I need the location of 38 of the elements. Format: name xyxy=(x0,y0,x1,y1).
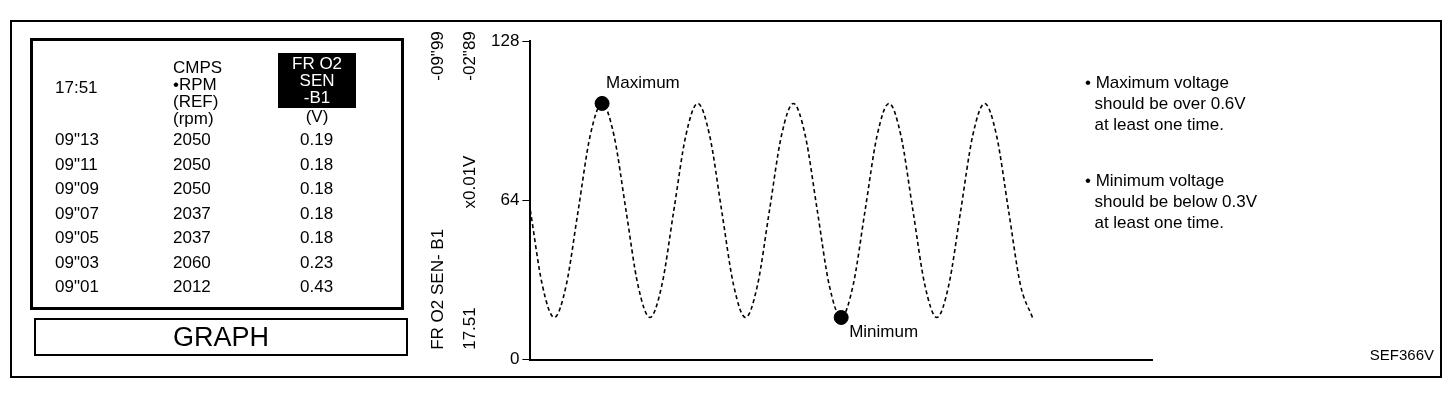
data-label: Maximum xyxy=(606,72,680,92)
text: 2050 xyxy=(173,130,211,149)
text: 0.19 xyxy=(300,130,334,149)
text: SEF366V xyxy=(1369,345,1434,365)
text: 0.18 xyxy=(300,228,334,247)
text: 09"09 xyxy=(55,179,99,198)
text: 0.18 xyxy=(300,179,334,198)
text: 2037 xyxy=(173,228,211,247)
text: 09"11 xyxy=(55,154,98,174)
text: 09"03 xyxy=(55,252,99,272)
text: x0.01V xyxy=(459,154,479,209)
annotation: • Minimum voltage should be below 0.3V at least one time. xyxy=(1085,170,1258,233)
text: 2012 xyxy=(173,277,211,296)
y-axis-title: FR O2 SEN- B1 xyxy=(427,228,447,350)
text: 17:51 xyxy=(55,78,98,97)
text: 0.18 xyxy=(300,203,334,223)
text: 2037 xyxy=(173,203,211,223)
text: 2050 xyxy=(173,179,211,198)
text: FR O2 SEN -B1 (V) xyxy=(291,53,344,126)
text: CMPS •RPM (REF) (rpm) xyxy=(173,58,223,128)
text: 0.23 xyxy=(300,252,334,272)
text: 09"07 xyxy=(55,203,99,223)
text: -09"99 xyxy=(427,31,447,81)
text: -02"89 xyxy=(459,31,479,81)
text: 2050 xyxy=(173,154,211,174)
text: 09"01 xyxy=(55,277,99,296)
text: GRAPH xyxy=(34,318,408,356)
text: 09"05 xyxy=(55,228,99,247)
text: 17.51 xyxy=(459,307,479,350)
text: 0.18 xyxy=(300,154,334,174)
text: 2060 xyxy=(173,252,211,272)
y-tick-label: 128 xyxy=(490,30,520,50)
text: 0.43 xyxy=(300,277,334,296)
y-tick-label: 64 xyxy=(500,190,520,210)
text: 09"13 xyxy=(55,130,99,149)
annotation: • Maximum voltage should be over 0.6V at least one time. xyxy=(1085,72,1246,135)
data-label: Minimum xyxy=(849,321,919,341)
y-tick-label: 0 xyxy=(509,349,520,369)
